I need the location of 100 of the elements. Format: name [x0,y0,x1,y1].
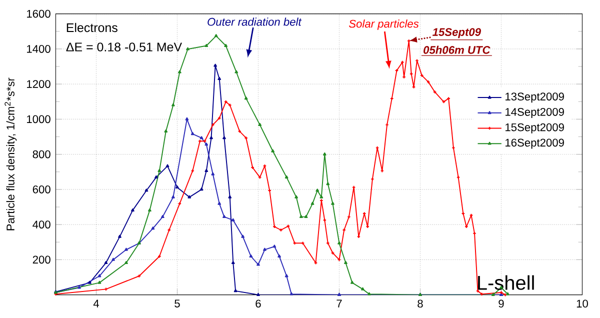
point [214,64,217,67]
x-tick-label: 4 [93,299,99,308]
y-axis-title: Particle flux density, 1/cm$^{2}$*s*sr [4,77,17,230]
point [320,195,324,198]
point [228,195,232,198]
x-tick-label: 5 [174,299,180,308]
point [185,117,189,120]
y-tick-label: 800 [32,150,50,158]
point [190,132,194,135]
x-tick-label: 9 [498,299,504,308]
point [218,76,222,80]
point [331,202,334,205]
x-tick-label: 10 [576,299,588,308]
point [290,292,294,296]
point [299,214,303,218]
point [204,168,208,172]
point [244,96,248,100]
point [316,188,320,192]
point [234,70,238,74]
point [350,280,354,284]
legend-label: 14Sept2009 [506,108,564,118]
point [256,262,260,266]
point [124,248,128,251]
y-tick-label: 1000 [27,115,50,123]
point [263,248,266,251]
point [186,47,190,50]
point [338,241,341,244]
point [166,164,170,168]
legend-label: 13Sept2009 [506,92,564,102]
point [249,254,253,258]
x-tick-label: 7 [336,299,342,308]
point [241,234,245,238]
point [98,274,102,277]
point [284,274,288,277]
point [231,218,235,222]
point [118,234,122,238]
point [214,34,218,37]
y-tick-label: 200 [32,256,50,264]
point [506,292,510,296]
point [124,260,128,264]
point [178,70,182,74]
point [272,244,276,248]
point [88,280,92,284]
x-tick-label: 6 [256,299,261,308]
point [361,287,364,290]
point [344,260,348,264]
point [131,208,134,212]
point [210,136,213,139]
point [200,136,204,139]
annotation: Solar particles [348,19,419,30]
point [188,195,192,198]
annotation: Outer radiation belt [208,17,302,26]
point [151,226,155,230]
point [294,195,298,198]
legend-label: 16Sept2009 [506,138,564,149]
point [368,292,371,296]
y-tick-label: 1600 [27,10,50,18]
point [164,129,168,132]
point [326,182,330,185]
point [172,195,175,198]
point [234,288,238,292]
point [204,142,208,146]
y-tick-label: 400 [32,220,50,228]
point [144,188,148,192]
point [231,260,235,264]
point [104,260,108,264]
legend-label: 15Sept2009 [506,123,564,134]
point [176,185,179,188]
annotation: 15Sept09 [432,28,481,38]
point [160,214,164,218]
annotation: 05h06m UTC [424,45,490,54]
point [148,208,152,212]
point [211,172,215,176]
point [200,187,204,190]
point [224,44,228,47]
annotation: ΔE = 0.18 -0.51 MeV [66,42,182,52]
point [222,214,226,218]
point [154,175,158,178]
annotation: Electrons [66,22,118,32]
point [284,175,288,178]
point [310,202,314,205]
point [304,214,308,218]
y-tick-label: 600 [32,185,50,194]
y-tick-label: 1200 [27,80,50,88]
point [112,258,115,261]
x-tick-label: 8 [418,299,423,308]
point [204,44,208,47]
point [172,103,175,106]
point [491,292,495,296]
point [98,280,102,284]
point [158,168,162,172]
point [258,122,262,126]
point [218,202,222,205]
y-tick-label: 1400 [27,44,50,53]
point [222,136,226,139]
point [78,285,81,289]
point [322,152,326,156]
point [278,254,281,258]
point [271,149,275,152]
point [256,292,260,296]
